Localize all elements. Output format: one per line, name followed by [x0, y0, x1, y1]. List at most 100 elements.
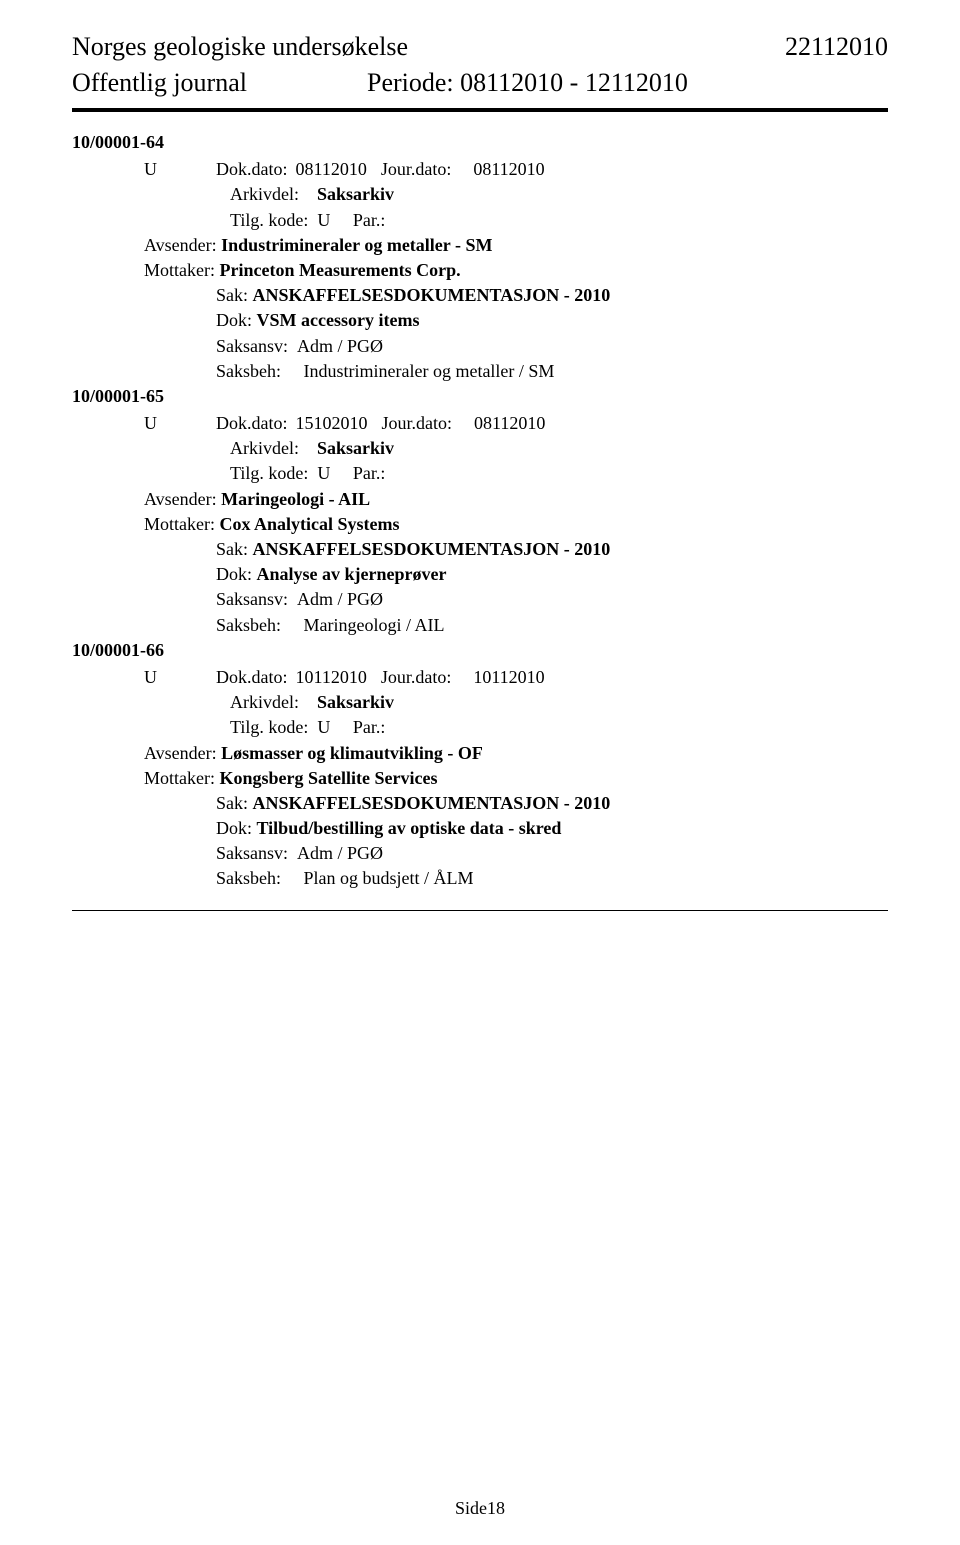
journal-label: Offentlig journal [72, 68, 247, 98]
journal-entry: 10/00001-66 UDok.dato:10112010Jour.dato:… [72, 638, 888, 892]
saksbeh-val: Plan og budsjett / ÅLM [304, 868, 474, 888]
dokdato-line: UDok.dato: 15102010 Jour.dato: 08112010 [72, 411, 888, 436]
u-letter: U [144, 665, 216, 690]
header-row-1: Norges geologiske undersøkelse 22112010 [72, 32, 888, 62]
saksansv-label: Saksansv: [216, 589, 288, 609]
dokdato-line: UDok.dato:08112010Jour.dato:08112010 [72, 157, 888, 182]
saksansv-line: Saksansv: Adm / PGØ [72, 841, 888, 866]
page-footer: Side18 [0, 1498, 960, 1519]
saksbeh-label: Saksbeh: [216, 361, 281, 381]
tilg-label: Tilg. kode: [230, 463, 308, 483]
dok-label: Dok: [216, 818, 252, 838]
arkivdel-line: Arkivdel: Saksarkiv [72, 690, 888, 715]
dok-line: Dok: Tilbud/bestilling av optiske data -… [72, 816, 888, 841]
dokdato-val: 08112010 [296, 159, 367, 179]
tilg-line: Tilg. kode: U Par.: [72, 208, 888, 233]
par-label: Par.: [353, 463, 386, 483]
sak-line: Sak: ANSKAFFELSESDOKUMENTASJON - 2010 [72, 283, 888, 308]
mottaker-label: Mottaker: [144, 514, 215, 534]
arkivdel-label: Arkivdel: [230, 184, 299, 204]
sak-val: ANSKAFFELSESDOKUMENTASJON - 2010 [253, 539, 611, 559]
saksbeh-label: Saksbeh: [216, 615, 281, 635]
dokdato-val: 15102010 [296, 413, 368, 433]
saksbeh-val: Maringeologi / AIL [304, 615, 445, 635]
saksansv-line: Saksansv: Adm / PGØ [72, 334, 888, 359]
saksbeh-line: Saksbeh: Plan og budsjett / ÅLM [72, 866, 888, 891]
org-name: Norges geologiske undersøkelse [72, 32, 408, 62]
saksansv-val: Adm / PGØ [297, 589, 383, 609]
arkivdel-val: Saksarkiv [317, 692, 394, 712]
sak-label: Sak: [216, 285, 248, 305]
mottaker-line: Mottaker: Princeton Measurements Corp. [72, 258, 888, 283]
jourdato-val: 08112010 [474, 413, 545, 433]
dok-line: Dok: VSM accessory items [72, 308, 888, 333]
dokdato-line: UDok.dato:10112010Jour.dato:10112010 [72, 665, 888, 690]
sak-line: Sak: ANSKAFFELSESDOKUMENTASJON - 2010 [72, 537, 888, 562]
avsender-label: Avsender: [144, 743, 217, 763]
avsender-val: Industrimineraler og metaller - SM [221, 235, 492, 255]
case-id: 10/00001-66 [72, 638, 888, 663]
tilg-val: U [317, 717, 330, 737]
arkivdel-label: Arkivdel: [230, 438, 299, 458]
sak-line: Sak: ANSKAFFELSESDOKUMENTASJON - 2010 [72, 791, 888, 816]
tilg-val: U [317, 463, 330, 483]
sak-label: Sak: [216, 793, 248, 813]
arkivdel-line: Arkivdel: Saksarkiv [72, 436, 888, 461]
dok-val: Analyse av kjerneprøver [257, 564, 447, 584]
dok-label: Dok: [216, 564, 252, 584]
mottaker-label: Mottaker: [144, 768, 215, 788]
saksansv-val: Adm / PGØ [297, 843, 383, 863]
jourdato-label: Jour.dato: [381, 159, 452, 179]
header-row-2: Offentlig journal Periode: 08112010 - 12… [72, 68, 888, 98]
dokdato-val: 10112010 [296, 667, 367, 687]
arkivdel-val: Saksarkiv [317, 438, 394, 458]
dok-label: Dok: [216, 310, 252, 330]
tilg-line: Tilg. kode: U Par.: [72, 461, 888, 486]
sak-val: ANSKAFFELSESDOKUMENTASJON - 2010 [253, 285, 611, 305]
saksansv-val: Adm / PGØ [297, 336, 383, 356]
jourdato-label: Jour.dato: [382, 413, 453, 433]
saksansv-label: Saksansv: [216, 336, 288, 356]
saksbeh-line: Saksbeh: Industrimineraler og metaller /… [72, 359, 888, 384]
avsender-label: Avsender: [144, 235, 217, 255]
sak-val: ANSKAFFELSESDOKUMENTASJON - 2010 [253, 793, 611, 813]
page-number: Side18 [455, 1498, 505, 1518]
dok-line: Dok: Analyse av kjerneprøver [72, 562, 888, 587]
avsender-label: Avsender: [144, 489, 217, 509]
sak-label: Sak: [216, 539, 248, 559]
saksbeh-label: Saksbeh: [216, 868, 281, 888]
case-id: 10/00001-64 [72, 130, 888, 155]
arkivdel-val: Saksarkiv [317, 184, 394, 204]
arkivdel-line: Arkivdel: Saksarkiv [72, 182, 888, 207]
mottaker-val: Princeton Measurements Corp. [219, 260, 460, 280]
entry-rule [72, 910, 888, 911]
header-date-right: 22112010 [785, 32, 888, 62]
avsender-val: Løsmasser og klimautvikling - OF [221, 743, 483, 763]
header-rule [72, 108, 888, 112]
mottaker-line: Mottaker: Cox Analytical Systems [72, 512, 888, 537]
mottaker-line: Mottaker: Kongsberg Satellite Services [72, 766, 888, 791]
tilg-label: Tilg. kode: [230, 210, 308, 230]
mottaker-val: Kongsberg Satellite Services [219, 768, 437, 788]
tilg-label: Tilg. kode: [230, 717, 308, 737]
tilg-val: U [317, 210, 330, 230]
journal-entry: 10/00001-64 UDok.dato:08112010Jour.dato:… [72, 130, 888, 384]
journal-entry: 10/00001-65 UDok.dato:15102010Jour.dato:… [72, 384, 888, 638]
dok-val: VSM accessory items [257, 310, 420, 330]
dokdato-label: Dok.dato: [216, 667, 288, 687]
avsender-line: Avsender: Maringeologi - AIL [72, 487, 888, 512]
mottaker-label: Mottaker: [144, 260, 215, 280]
saksbeh-line: Saksbeh: Maringeologi / AIL [72, 613, 888, 638]
u-letter: U [144, 411, 216, 436]
arkivdel-label: Arkivdel: [230, 692, 299, 712]
dok-val: Tilbud/bestilling av optiske data - skre… [257, 818, 562, 838]
mottaker-val: Cox Analytical Systems [219, 514, 399, 534]
tilg-line: Tilg. kode: U Par.: [72, 715, 888, 740]
jourdato-val: 10112010 [473, 667, 544, 687]
period-label: Periode: 08112010 - 12112010 [367, 68, 688, 98]
saksansv-label: Saksansv: [216, 843, 288, 863]
dokdato-label: Dok.dato: [216, 413, 288, 433]
case-id: 10/00001-65 [72, 384, 888, 409]
saksbeh-val: Industrimineraler og metaller / SM [304, 361, 555, 381]
avsender-val: Maringeologi - AIL [221, 489, 370, 509]
